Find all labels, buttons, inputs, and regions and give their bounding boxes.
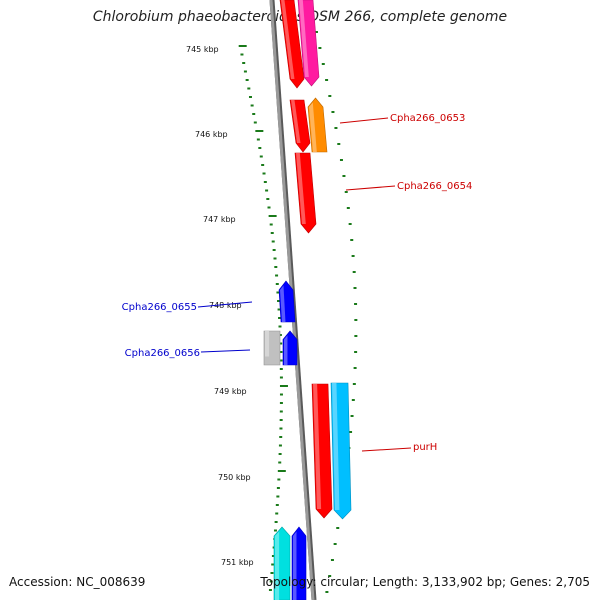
leader-line-4 <box>200 349 251 353</box>
gene-red-a[interactable] <box>279 0 305 89</box>
gene-blue-c[interactable] <box>291 526 307 600</box>
gene-gray-highlight <box>265 331 270 357</box>
gene-cyan-b[interactable] <box>273 526 291 600</box>
leader-line-5 <box>361 447 412 452</box>
gene-blue-c-highlight <box>293 531 297 600</box>
scale-label-2: 746 kbp <box>195 130 228 139</box>
gene-pink[interactable] <box>297 0 320 87</box>
gene-red-c-highlight <box>296 153 306 224</box>
leader-line-1 <box>339 117 389 124</box>
gene-orange-highlight <box>309 102 317 152</box>
gene-cyan-b-highlight <box>275 531 280 600</box>
scale-label-3: 747 kbp <box>203 215 236 224</box>
gene-cyan-a[interactable] <box>330 382 352 520</box>
gene-blue-a[interactable] <box>278 280 296 323</box>
gene-red-b[interactable] <box>289 99 311 153</box>
gene-layer <box>263 0 352 600</box>
gene-label-cpha266_0653[interactable]: Cpha266_0653 <box>390 113 465 124</box>
gene-label-cpha266_0655[interactable]: Cpha266_0655 <box>122 302 197 313</box>
gene-blue-b[interactable] <box>282 330 298 366</box>
leader-line-2 <box>345 185 396 191</box>
genome-summary: Topology: circular; Length: 3,133,902 bp… <box>260 575 590 589</box>
scale-label-5: 749 kbp <box>214 387 247 396</box>
gene-gray[interactable] <box>263 330 281 366</box>
leader-line-3 <box>197 301 253 308</box>
gene-blue-b-highlight <box>284 335 288 365</box>
gene-red-c[interactable] <box>294 152 317 234</box>
gene-blue-a-highlight <box>280 285 286 322</box>
gene-red-b-highlight <box>291 100 301 143</box>
gene-label-cpha266_0656[interactable]: Cpha266_0656 <box>125 348 200 359</box>
gene-label-cpha266_0654[interactable]: Cpha266_0654 <box>397 181 472 192</box>
gene-pink-highlight <box>299 0 309 77</box>
accession-number: Accession: NC_008639 <box>9 575 146 589</box>
scale-label-7: 751 kbp <box>221 558 254 567</box>
scale-labels: 745 kbp 746 kbp 747 kbp 748 kbp 749 kbp 750 k… <box>186 45 254 567</box>
gene-label-purh[interactable]: purH <box>413 442 437 453</box>
scale-label-4: 748 kbp <box>209 301 242 310</box>
gene-cyan-a-highlight <box>332 383 340 510</box>
gene-red-purh-highlight <box>313 384 322 509</box>
scale-label-1: 745 kbp <box>186 45 219 54</box>
gene-red-a-highlight <box>281 0 295 79</box>
gene-label-layer: Cpha266_0653 Cpha266_0654 Cpha266_0655 Cpha… <box>122 113 473 453</box>
gene-red-purh[interactable] <box>311 383 333 519</box>
scale-label-6: 750 kbp <box>218 473 251 482</box>
gene-orange[interactable] <box>307 97 328 153</box>
